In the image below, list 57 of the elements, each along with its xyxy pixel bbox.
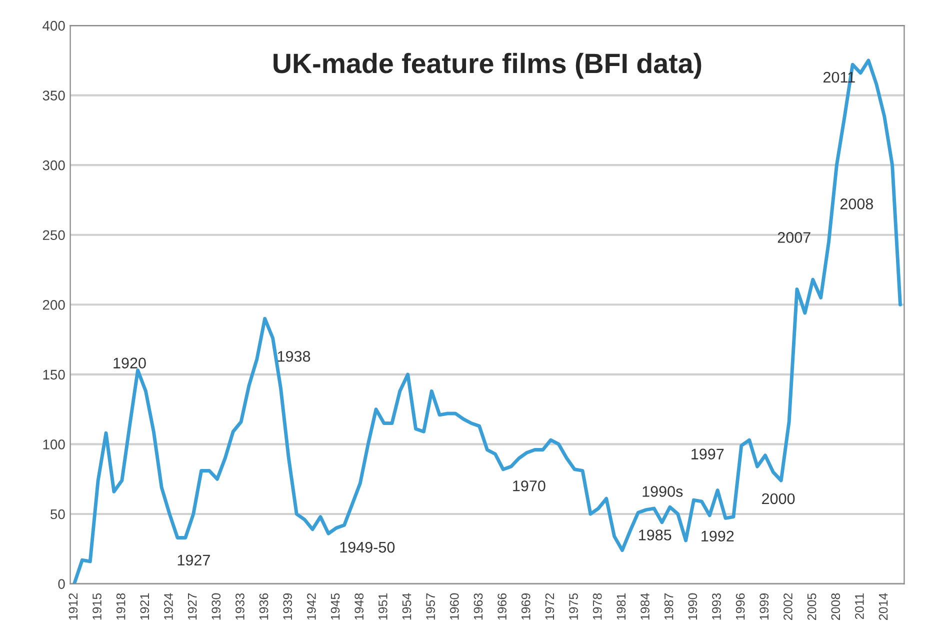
x-tick-label: 1942 [307, 593, 316, 620]
annotation: 1927 [178, 554, 210, 566]
annotation: 1938 [278, 350, 310, 362]
x-tick-label: 1972 [545, 593, 554, 620]
y-tick-label: 150 [43, 370, 65, 380]
x-tick-label: 1960 [450, 593, 459, 620]
annotation: 2008 [840, 198, 873, 210]
x-tick-label: 1933 [236, 593, 244, 620]
x-tick-label: 1954 [402, 593, 412, 620]
annotation: 1997 [692, 448, 724, 460]
x-tick-label: 1999 [760, 593, 769, 620]
annotation: 1970 [513, 480, 546, 492]
annotation: 2007 [778, 232, 810, 243]
y-tick-label: 400 [42, 20, 65, 31]
y-tick-label: 350 [42, 90, 65, 100]
y-tick-label: 100 [43, 440, 65, 450]
x-tick-label: 1951 [378, 593, 388, 620]
x-tick-label: 1987 [664, 593, 674, 620]
x-tick-label: 2011 [855, 593, 864, 620]
x-tick-label: 1945 [330, 593, 340, 620]
x-tick-label: 1975 [569, 593, 578, 620]
y-tick-label: 200 [42, 300, 65, 310]
annotation: 1949-50 [340, 542, 395, 553]
x-tick-label: 1969 [521, 593, 530, 620]
x-tick-label: 1996 [736, 593, 745, 620]
annotation: 1990s [642, 486, 683, 497]
x-tick-label: 1966 [498, 593, 506, 620]
x-tick-label: 1927 [188, 593, 197, 620]
y-tick-label: 0 [58, 579, 65, 589]
x-tick-label: 1918 [116, 593, 126, 620]
x-tick-label: 1990 [688, 593, 698, 620]
x-tick-label: 1978 [592, 593, 602, 620]
annotation: 1920 [114, 358, 146, 368]
x-tick-label: 1936 [259, 593, 268, 620]
x-tick-label: 2005 [807, 593, 816, 620]
x-tick-label: 1915 [92, 593, 102, 620]
x-tick-label: 1981 [616, 593, 626, 620]
x-tick-label: 1912 [68, 593, 78, 620]
annotation: 2000 [762, 493, 795, 504]
x-tick-label: 1939 [283, 593, 292, 620]
text: UK-made feature films (BFI data) [274, 52, 702, 79]
x-tick-label: 2014 [878, 593, 888, 620]
x-tick-label: 1921 [140, 593, 150, 620]
y-tick-label: 50 [50, 509, 65, 520]
x-tick-label: 1948 [354, 593, 364, 620]
x-tick-label: 1924 [164, 593, 173, 620]
x-tick-label: 1930 [212, 593, 221, 620]
annotation: 1985 [639, 530, 672, 540]
annotation: 1992 [702, 530, 734, 542]
x-tick-label: 2002 [784, 593, 792, 620]
x-tick-label: 1963 [474, 593, 483, 620]
x-tick-label: 1957 [426, 593, 435, 620]
x-tick-label: 1993 [712, 593, 721, 620]
x-tick-label: 2008 [831, 593, 840, 620]
y-tick-label: 250 [42, 230, 65, 240]
y-tick-label: 300 [42, 160, 65, 170]
x-tick-label: 1984 [640, 593, 650, 620]
